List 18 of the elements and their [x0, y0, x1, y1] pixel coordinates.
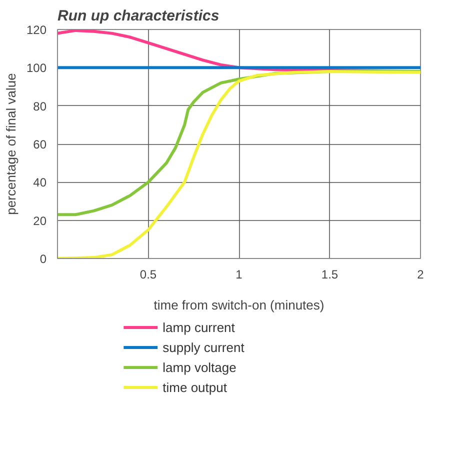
x-tick-label: 0.5	[140, 268, 157, 282]
y-tick-label: 0	[40, 252, 47, 266]
x-tick-label: 1	[236, 268, 243, 282]
legend-label: time output	[162, 380, 228, 395]
y-tick-label: 120	[26, 23, 47, 37]
x-tick-label: 1.5	[321, 268, 338, 282]
y-tick-label: 20	[33, 214, 47, 228]
y-tick-label: 100	[26, 61, 47, 76]
y-tick-label: 40	[33, 176, 47, 190]
x-axis-title: time from switch-on (minutes)	[154, 298, 324, 312]
x-tick-label: 2	[417, 268, 424, 282]
legend-label: supply current	[162, 340, 245, 355]
legend-label: lamp voltage	[162, 360, 236, 375]
y-tick-label: 60	[33, 138, 47, 152]
chart-title: Run up characteristics	[58, 8, 220, 24]
y-tick-label: 80	[33, 99, 47, 114]
y-axis-title: percentage of final value	[3, 73, 18, 215]
legend-label: lamp current	[162, 320, 236, 335]
